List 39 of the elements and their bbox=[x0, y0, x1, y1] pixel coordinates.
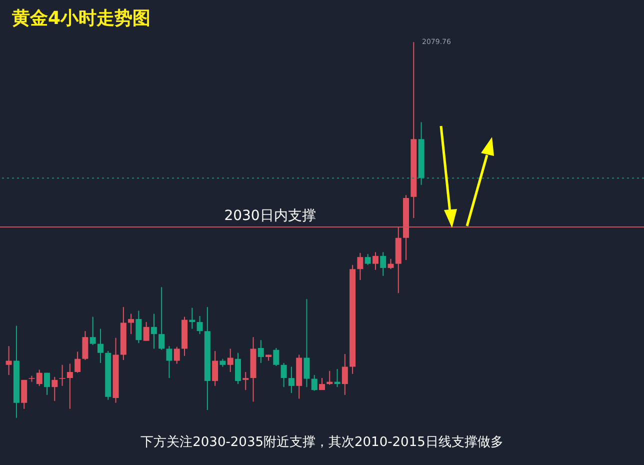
candlestick bbox=[158, 286, 165, 350]
candlestick bbox=[227, 348, 234, 373]
candlestick bbox=[90, 316, 96, 346]
candlestick bbox=[280, 362, 287, 388]
candlestick bbox=[258, 340, 264, 364]
candlestick bbox=[6, 346, 12, 376]
candlestick bbox=[273, 347, 280, 367]
candlestick bbox=[342, 353, 348, 396]
candlestick bbox=[234, 352, 241, 385]
candlestick bbox=[66, 363, 73, 410]
candlestick bbox=[242, 372, 249, 391]
candlestick bbox=[21, 379, 28, 410]
ref-line-label: 2030日内支撑 bbox=[224, 208, 316, 224]
candlestick bbox=[304, 298, 310, 388]
text: 下方关注2030-2035附近支撑，其次2010-2015日线支撑做多 bbox=[140, 434, 504, 450]
candlestick bbox=[196, 316, 203, 335]
candlestick bbox=[174, 346, 180, 364]
candlestick bbox=[212, 350, 218, 386]
candlestick bbox=[97, 328, 104, 364]
candlestick bbox=[82, 330, 88, 360]
candlestick bbox=[74, 351, 81, 374]
candlestick bbox=[388, 258, 394, 270]
candlestick bbox=[44, 372, 50, 396]
candlestick bbox=[59, 364, 66, 386]
candlestick bbox=[128, 313, 134, 335]
chart-title: 黄金4小时走势图 bbox=[11, 8, 151, 29]
candlestick bbox=[311, 374, 318, 392]
candlestick bbox=[52, 376, 58, 402]
candlestick bbox=[166, 346, 172, 379]
candlestick bbox=[372, 252, 378, 270]
candlestick bbox=[143, 322, 150, 342]
candlestick bbox=[319, 378, 325, 391]
candlestick bbox=[150, 313, 157, 350]
candlestick bbox=[36, 369, 42, 386]
candlestick bbox=[364, 254, 371, 266]
candlestick bbox=[357, 252, 364, 280]
candlestick bbox=[288, 366, 294, 394]
candlestick bbox=[136, 310, 142, 344]
candlestick bbox=[380, 252, 386, 276]
